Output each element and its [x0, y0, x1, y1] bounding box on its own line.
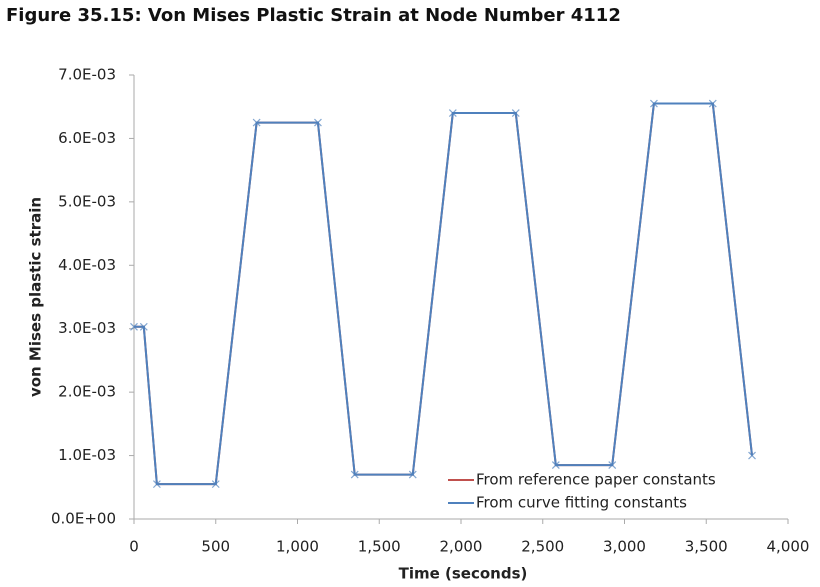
marker [350, 470, 359, 479]
legend-label: From curve fitting constants [476, 494, 687, 512]
y-tick-label: 0.0E+00 [51, 510, 116, 528]
x-tick-label: 1,500 [358, 538, 401, 556]
marker [139, 322, 148, 331]
x-axis-title: Time (seconds) [399, 565, 528, 583]
marker [211, 480, 220, 489]
y-tick-label: 4.0E-03 [58, 256, 116, 274]
marker [252, 118, 261, 127]
marker [448, 109, 457, 117]
legend-label: From reference paper constants [476, 471, 716, 489]
marker [130, 322, 138, 331]
marker [708, 99, 717, 108]
y-tick-label: 7.0E-03 [58, 66, 116, 84]
x-tick-label: 0 [129, 538, 139, 556]
marker [650, 99, 658, 108]
y-tick-label: 3.0E-03 [58, 319, 116, 337]
series-line [134, 102, 754, 486]
chart-title: Figure 35.15: Von Mises Plastic Strain a… [6, 5, 621, 26]
x-tick-label: 500 [201, 538, 230, 556]
marker [314, 118, 322, 127]
x-tick-label: 2,500 [521, 538, 564, 556]
series-line [134, 102, 754, 486]
x-tick-label: 3,500 [685, 538, 728, 556]
marker [408, 470, 417, 479]
marker [551, 461, 560, 470]
marker [152, 480, 161, 489]
y-tick-label: 5.0E-03 [58, 192, 116, 210]
x-tick-label: 3,000 [603, 538, 646, 556]
x-tick-label: 1,000 [276, 538, 319, 556]
marker [511, 109, 520, 117]
x-tick-label: 4,000 [767, 538, 810, 556]
y-tick-label: 6.0E-03 [58, 129, 116, 147]
y-tick-label: 2.0E-03 [58, 383, 116, 401]
marker [748, 451, 756, 460]
y-axis-title: von Mises plastic strain [27, 197, 45, 397]
x-tick-label: 2,000 [440, 538, 483, 556]
marker [608, 461, 617, 470]
y-tick-label: 1.0E-03 [58, 446, 116, 464]
